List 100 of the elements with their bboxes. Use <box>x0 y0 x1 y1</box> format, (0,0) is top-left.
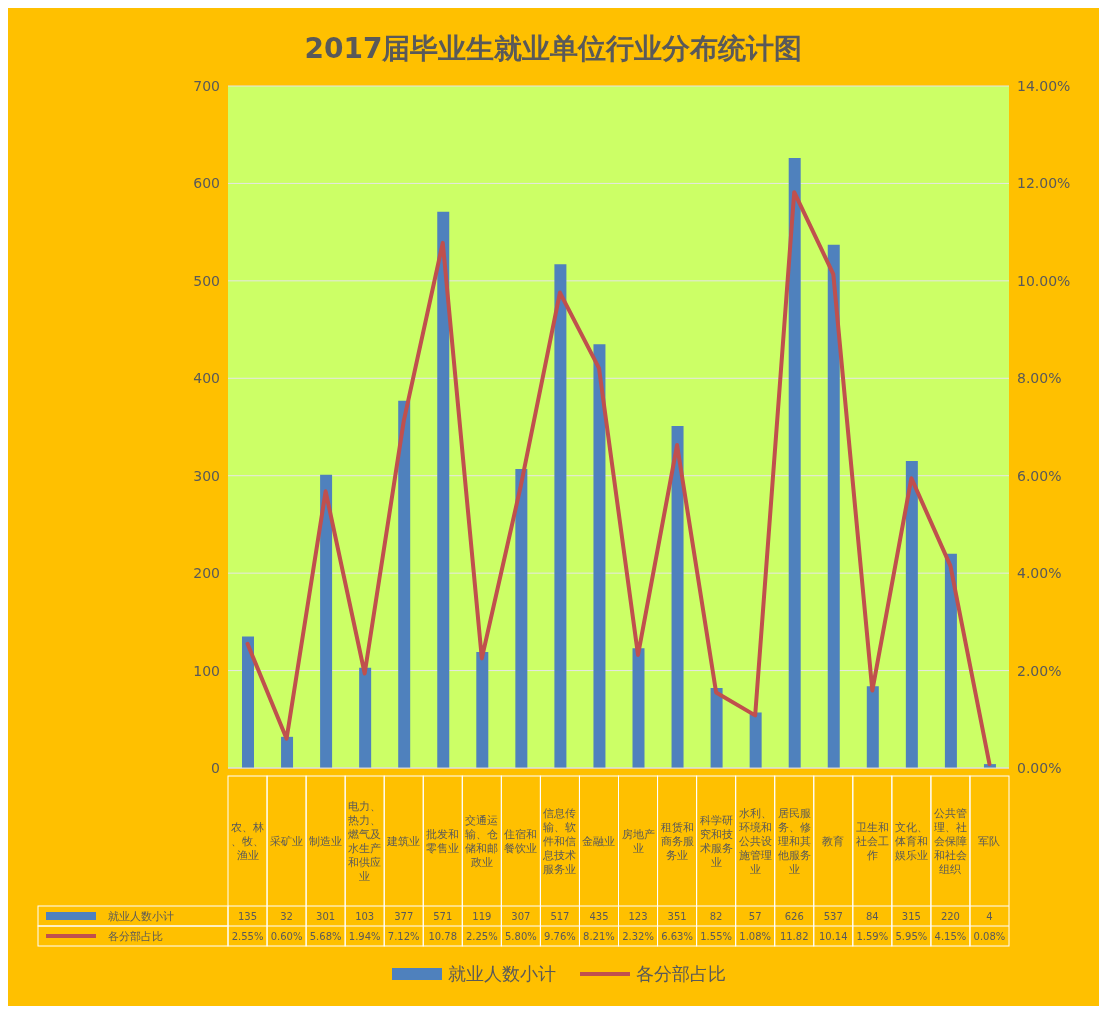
bar <box>554 264 567 768</box>
y2-tick-label: 8.00% <box>1017 370 1062 387</box>
data-label: 315 <box>901 911 921 922</box>
x-tick-label: 科学研究和技术服务业 <box>699 814 733 869</box>
text: 就业人数小计 <box>447 963 556 984</box>
x-tick-label: 制造业 <box>309 835 343 848</box>
data-label: 626 <box>784 911 804 922</box>
bar <box>242 636 254 768</box>
data-label: 220 <box>940 911 960 922</box>
x-tick-label: 居民服务、修理和其他服务业 <box>777 807 811 876</box>
data-label: 5.95% <box>895 931 928 942</box>
data-label: 11.82 <box>779 931 809 942</box>
x-tick-label: 批发和零售业 <box>426 828 460 855</box>
data-label: 4 <box>986 911 993 922</box>
bar <box>671 426 684 768</box>
bar <box>827 244 840 768</box>
data-label: 571 <box>433 911 453 922</box>
y2-tick-label: 0.00% <box>1017 759 1062 776</box>
bar <box>476 652 489 768</box>
y-tick-label: 700 <box>193 77 220 94</box>
data-label: 5.80% <box>504 931 537 942</box>
y-tick-label: 0 <box>211 759 220 776</box>
x-tick-label: 交通运输、仓储和邮政业 <box>465 814 499 869</box>
line-series <box>245 190 992 767</box>
data-label: 10.14 <box>818 931 848 942</box>
bar <box>320 474 333 768</box>
data-label: 351 <box>667 911 687 922</box>
x-tick-label: 建筑业 <box>386 835 421 848</box>
x-tick-label: 房地产业 <box>621 828 655 855</box>
x-tick-label: 采矿业 <box>270 835 304 848</box>
bar <box>944 553 957 768</box>
bar <box>437 211 450 768</box>
bar <box>632 648 645 768</box>
data-label: 1.08% <box>739 931 772 942</box>
x-tick-label: 金融业 <box>582 835 616 848</box>
bar <box>866 686 879 768</box>
data-label: 5.68% <box>309 931 342 942</box>
x-tick-label: 卫生和社会工作 <box>855 821 889 862</box>
bar <box>515 468 528 768</box>
data-label: 2.25% <box>465 931 498 942</box>
data-label: 435 <box>589 911 609 922</box>
bar <box>359 667 372 768</box>
x-tick-label: 租赁和商务服务业 <box>660 821 694 862</box>
bar <box>749 712 762 768</box>
data-label: 377 <box>394 911 414 922</box>
y-tick-label: 500 <box>193 272 220 289</box>
data-label: 0.08% <box>973 931 1006 942</box>
x-tick-label: 农、林、牧、渔业 <box>231 821 265 862</box>
data-label: 9.76% <box>544 931 576 942</box>
bar <box>788 158 801 768</box>
y2-tick-label: 6.00% <box>1017 467 1062 484</box>
data-label: 57 <box>748 911 762 922</box>
x-tick-label: 军队 <box>978 835 1001 848</box>
data-label: 103 <box>355 911 375 922</box>
bar <box>710 688 723 768</box>
legend-label: 就业人数小计 <box>108 910 174 923</box>
data-label: 0.60% <box>270 931 303 942</box>
text: 各分部占比 <box>635 963 726 984</box>
bar <box>905 461 918 768</box>
data-label: 307 <box>511 911 531 922</box>
x-tick-label: 信息传输、软件和信息技术服务业 <box>542 807 577 876</box>
data-label: 7.12% <box>387 931 420 942</box>
x-tick-label: 公共管理、社会保障和社会组织 <box>933 807 967 876</box>
data-label: 32 <box>280 911 293 922</box>
x-tick-label: 水利、环境和公共设施管理业 <box>738 807 772 876</box>
y2-tick-label: 12.00% <box>1017 175 1071 192</box>
table-row-header: 各分部占比 <box>37 925 229 947</box>
data-label: 1.94% <box>348 931 381 942</box>
bar <box>281 736 294 768</box>
data-label: 10.78 <box>428 931 458 942</box>
y-tick-label: 200 <box>193 565 220 582</box>
y2-tick-label: 2.00% <box>1017 662 1062 679</box>
bar <box>593 344 606 768</box>
y2-tick-label: 14.00% <box>1017 77 1071 94</box>
chart-title: 2017届毕业生就业单位行业分布统计图 <box>303 31 804 67</box>
y2-tick-label: 4.00% <box>1017 565 1062 582</box>
data-label: 82 <box>709 911 723 922</box>
data-label: 301 <box>316 911 336 922</box>
data-label: 8.21% <box>583 931 615 942</box>
legend-label: 各分部占比 <box>108 930 163 943</box>
data-label: 119 <box>472 911 492 922</box>
x-tick-label: 住宿和餐饮业 <box>504 828 538 855</box>
data-label: 84 <box>865 911 879 922</box>
x-tick-label: 教育 <box>822 835 845 848</box>
data-label: 1.59% <box>856 931 889 942</box>
data-label: 123 <box>628 911 648 922</box>
x-tick-label: 文化、体育和娱乐业 <box>894 821 928 862</box>
x-tick-label: 电力、热力、燃气及水生产和供应业 <box>348 800 382 883</box>
y2-tick-label: 10.00% <box>1017 272 1071 289</box>
data-label: 2.32% <box>622 931 654 942</box>
data-label: 4.15% <box>934 931 967 942</box>
data-label: 2.55% <box>231 931 264 942</box>
y-tick-label: 400 <box>193 370 220 387</box>
data-label: 1.55% <box>700 931 733 942</box>
y-tick-label: 100 <box>193 662 220 679</box>
data-label: 135 <box>237 911 258 922</box>
y-tick-label: 300 <box>193 467 220 484</box>
table-row-header: 就业人数小计 <box>37 905 229 927</box>
data-label: 6.63% <box>661 931 693 942</box>
bar <box>398 400 411 768</box>
